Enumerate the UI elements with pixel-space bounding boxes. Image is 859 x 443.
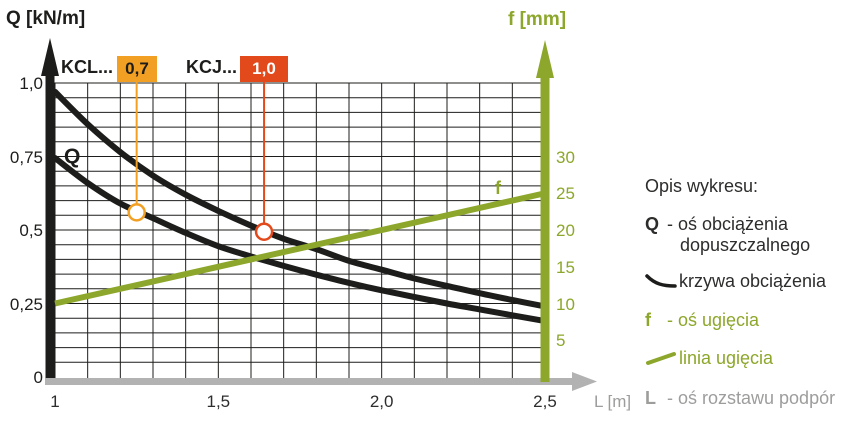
legend-item-l-axis: L - oś rozstawu podpór [645, 388, 835, 409]
left-axis-title: Q [kN/m] [6, 8, 86, 29]
l-axis [45, 378, 572, 385]
legend-q-symbol: Q [645, 214, 660, 234]
legend-f-symbol: f [645, 310, 651, 330]
right-axis-title: f [mm] [508, 9, 567, 30]
load-curve-icon [645, 271, 679, 294]
legend-line-text: linia ugięcia [679, 348, 774, 368]
deflection-line [54, 190, 546, 307]
legend-f-text: - oś ugięcia [667, 310, 760, 330]
legend-title: Opis wykresu: [645, 176, 759, 196]
in-chart-q-label: Q [64, 145, 81, 168]
f-axis-arrow [536, 40, 554, 78]
series-label-kcj: KCJ... [186, 57, 238, 77]
x-tick-label: 2,0 [369, 392, 394, 411]
legend-item-f-axis: f - oś ugięcia [645, 310, 759, 331]
q-axis [45, 74, 55, 383]
l-axis-arrow [572, 372, 597, 391]
y-right-tick-label: 30 [556, 147, 575, 167]
legend-q-text: - oś obciążenia dopuszczalnego [667, 214, 810, 256]
q-axis-arrow [41, 38, 59, 76]
legend-item-q-axis: Q - oś obciążenia dopuszczalnego [645, 214, 810, 256]
y-right-tick-label: 15 [556, 257, 575, 277]
deflection-line-icon [645, 348, 679, 371]
legend-item-load-curve: krzywa obciążenia [645, 271, 826, 294]
y-left-tick-label: 1,0 [19, 74, 43, 93]
x-axis-title: L [m] [594, 392, 632, 411]
marker-circle [254, 222, 274, 242]
series-label-kcl: KCL... [61, 57, 113, 77]
legend-q-text-line2: dopuszczalnego [680, 235, 811, 255]
legend-curve-text: krzywa obciążenia [679, 271, 827, 291]
legend-l-text: - oś rozstawu podpór [667, 388, 836, 408]
y-right-tick-label: 5 [556, 331, 566, 351]
y-left-tick-label: 0 [33, 368, 43, 387]
badge-kcj-value: 1,0 [240, 56, 288, 82]
in-chart-f-label: f [495, 178, 501, 198]
marker-circle [127, 203, 146, 222]
legend-q-text-line1: - oś obciążenia [667, 214, 789, 234]
legend-l-symbol: L [645, 388, 656, 408]
load-curve-kcl [52, 155, 548, 325]
legend-item-deflection-line: linia ugięcia [645, 348, 773, 371]
legend: Opis wykresu: Q - oś obciążenia dopuszcz… [645, 176, 859, 426]
y-left-tick-label: 0,75 [9, 147, 43, 167]
badge-kcl-value: 0,7 [117, 56, 157, 82]
y-left-tick-label: 0,25 [9, 294, 43, 314]
x-tick-label: 1,5 [206, 392, 231, 411]
x-tick-label: 2,5 [533, 392, 557, 411]
f-axis [540, 76, 550, 382]
y-left-tick-label: 0,5 [19, 221, 43, 240]
y-right-tick-label: 25 [556, 184, 575, 204]
y-right-tick-label: 10 [556, 294, 575, 314]
y-right-tick-label: 20 [556, 221, 575, 240]
x-tick-label: 1 [50, 392, 60, 411]
